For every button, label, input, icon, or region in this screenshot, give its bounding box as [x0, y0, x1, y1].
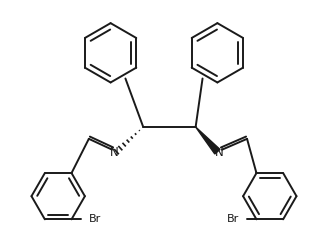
- Text: Br: Br: [89, 214, 102, 224]
- Text: N: N: [215, 146, 224, 159]
- Text: N: N: [110, 146, 119, 159]
- Text: Br: Br: [226, 214, 239, 224]
- Polygon shape: [196, 127, 220, 154]
